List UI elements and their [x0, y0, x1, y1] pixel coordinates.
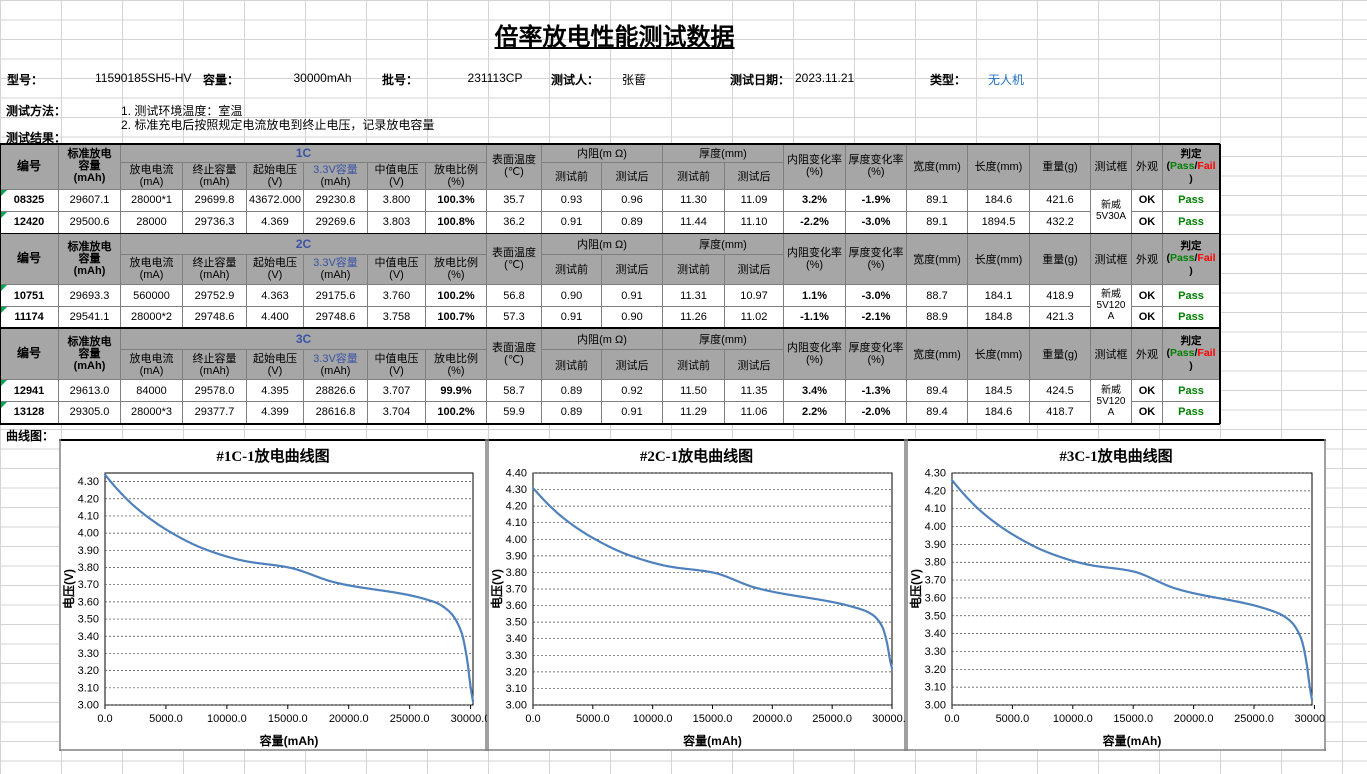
- svg-text:3.70: 3.70: [78, 579, 99, 591]
- svg-text:容量(mAh): 容量(mAh): [682, 733, 742, 748]
- svg-text:3.30: 3.30: [78, 648, 99, 660]
- svg-text:5000.0: 5000.0: [576, 713, 610, 725]
- svg-text:3.20: 3.20: [78, 665, 99, 677]
- svg-text:5000.0: 5000.0: [149, 713, 183, 725]
- svg-text:4.00: 4.00: [925, 521, 946, 533]
- svg-text:容量(mAh): 容量(mAh): [1102, 733, 1162, 748]
- svg-text:10000.0: 10000.0: [633, 713, 673, 725]
- svg-text:3.80: 3.80: [78, 562, 99, 574]
- svg-text:4.20: 4.20: [925, 485, 946, 497]
- svg-text:4.30: 4.30: [506, 484, 527, 496]
- svg-text:3.50: 3.50: [78, 614, 99, 626]
- svg-text:3.30: 3.30: [506, 650, 527, 662]
- svg-text:容量(mAh): 容量(mAh): [259, 733, 319, 748]
- svg-text:25000.0: 25000.0: [390, 713, 430, 725]
- svg-text:3.10: 3.10: [506, 683, 527, 695]
- svg-text:10000.0: 10000.0: [1053, 713, 1093, 725]
- svg-text:3.60: 3.60: [506, 600, 527, 612]
- svg-text:3.90: 3.90: [506, 550, 527, 562]
- svg-text:3.50: 3.50: [925, 610, 946, 622]
- svg-text:4.10: 4.10: [78, 510, 99, 522]
- svg-text:3.10: 3.10: [78, 682, 99, 694]
- svg-text:4.30: 4.30: [78, 476, 99, 488]
- svg-text:#1C-1放电曲线图: #1C-1放电曲线图: [216, 447, 329, 465]
- svg-text:3.90: 3.90: [925, 539, 946, 551]
- svg-text:3.20: 3.20: [506, 666, 527, 678]
- svg-text:3.40: 3.40: [506, 633, 527, 645]
- svg-text:4.00: 4.00: [78, 528, 99, 540]
- svg-text:4.10: 4.10: [506, 517, 527, 529]
- svg-text:3.10: 3.10: [925, 682, 946, 694]
- svg-text:3.80: 3.80: [506, 567, 527, 579]
- svg-text:15000.0: 15000.0: [268, 713, 308, 725]
- svg-text:#2C-1放电曲线图: #2C-1放电曲线图: [640, 447, 753, 465]
- svg-text:3.20: 3.20: [925, 664, 946, 676]
- svg-text:3.40: 3.40: [78, 631, 99, 643]
- svg-text:0.0: 0.0: [97, 713, 112, 725]
- svg-text:3.00: 3.00: [78, 700, 99, 712]
- svg-text:30000.0: 30000.0: [451, 713, 487, 725]
- svg-text:3.60: 3.60: [925, 592, 946, 604]
- svg-text:30000.0: 30000.0: [1295, 713, 1326, 725]
- svg-text:电压(V): 电压(V): [61, 569, 76, 609]
- svg-text:0.0: 0.0: [944, 713, 959, 725]
- svg-text:3.50: 3.50: [506, 617, 527, 629]
- svg-text:3.80: 3.80: [925, 557, 946, 569]
- svg-text:3.00: 3.00: [506, 700, 527, 712]
- svg-text:3.90: 3.90: [78, 545, 99, 557]
- svg-text:4.20: 4.20: [78, 493, 99, 505]
- svg-text:20000.0: 20000.0: [752, 713, 792, 725]
- svg-text:3.60: 3.60: [78, 596, 99, 608]
- svg-text:30000.0: 30000.0: [872, 713, 906, 725]
- svg-text:3.30: 3.30: [925, 646, 946, 658]
- svg-text:15000.0: 15000.0: [693, 713, 733, 725]
- svg-text:电压(V): 电压(V): [489, 569, 504, 609]
- svg-text:电压(V): 电压(V): [908, 569, 923, 609]
- svg-text:25000.0: 25000.0: [812, 713, 852, 725]
- svg-text:10000.0: 10000.0: [207, 713, 247, 725]
- svg-text:3.00: 3.00: [925, 700, 946, 712]
- svg-text:3.40: 3.40: [925, 628, 946, 640]
- svg-text:4.10: 4.10: [925, 503, 946, 515]
- svg-text:3.70: 3.70: [925, 575, 946, 587]
- svg-text:20000.0: 20000.0: [329, 713, 369, 725]
- svg-text:5000.0: 5000.0: [996, 713, 1030, 725]
- svg-text:4.20: 4.20: [506, 501, 527, 513]
- svg-text:15000.0: 15000.0: [1113, 713, 1153, 725]
- svg-text:25000.0: 25000.0: [1234, 713, 1274, 725]
- svg-text:4.30: 4.30: [925, 468, 946, 480]
- svg-text:4.00: 4.00: [506, 534, 527, 546]
- svg-text:20000.0: 20000.0: [1174, 713, 1214, 725]
- svg-text:4.40: 4.40: [506, 468, 527, 480]
- svg-text:3.70: 3.70: [506, 584, 527, 596]
- svg-text:#3C-1放电曲线图: #3C-1放电曲线图: [1059, 447, 1172, 465]
- svg-text:0.0: 0.0: [525, 713, 540, 725]
